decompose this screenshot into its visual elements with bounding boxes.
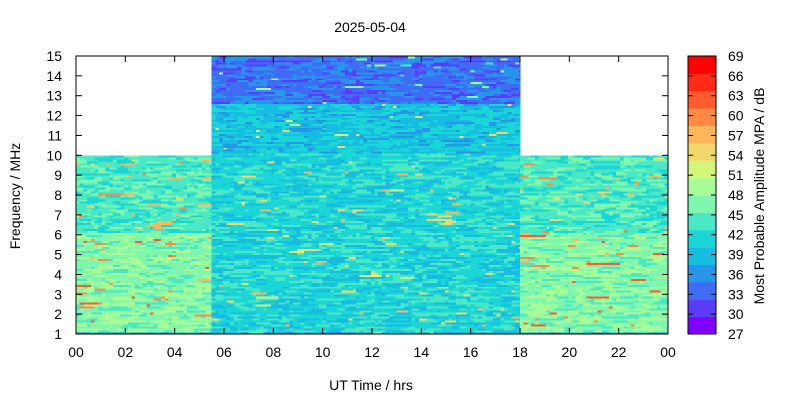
colorbar-tick-label: 57 (728, 127, 744, 143)
x-tick-label: 02 (118, 344, 134, 360)
colorbar-swatch (688, 73, 716, 92)
x-tick-label: 08 (266, 344, 282, 360)
heatmap-block (211, 56, 521, 335)
y-axis-label: Frequency / MHz (7, 143, 23, 250)
colorbar-swatch (688, 90, 716, 109)
x-tick-label: 16 (463, 344, 479, 360)
colorbar-tick-label: 33 (728, 286, 744, 302)
colorbar-tick-label: 45 (728, 207, 744, 223)
y-tick-label: 2 (54, 306, 62, 322)
colorbar-tick-label: 69 (728, 48, 744, 64)
colorbar-tick-label: 51 (728, 167, 744, 183)
y-tick-label: 14 (46, 68, 62, 84)
colorbar-swatch (688, 264, 716, 283)
x-axis: 00 02 04 06 08 10 12 14 16 18 20 22 00 (68, 56, 676, 360)
y-tick-label: 9 (54, 167, 62, 183)
y-tick-label: 8 (54, 187, 62, 203)
y-tick-label: 4 (54, 266, 62, 282)
y-tick-label: 15 (46, 48, 62, 64)
colorbar-tick-label: 60 (728, 108, 744, 124)
x-tick-label: 00 (660, 344, 676, 360)
y-tick-label: 11 (47, 127, 62, 143)
x-tick-label: 04 (167, 344, 183, 360)
x-tick-label: 06 (216, 344, 232, 360)
y-tick-label: 5 (54, 247, 62, 263)
heatmap-plot-area (76, 56, 669, 335)
x-tick-label: 20 (562, 344, 578, 360)
colorbar-swatch (688, 195, 716, 213)
colorbar-swatch (688, 125, 716, 144)
colorbar-swatch (688, 108, 716, 126)
y-tick-label: 12 (46, 108, 62, 124)
x-tick-label: 00 (68, 344, 84, 360)
colorbar-swatch (688, 229, 716, 248)
heatmap-block (520, 155, 669, 335)
y-tick-label: 3 (54, 286, 62, 302)
x-tick-label: 12 (364, 344, 380, 360)
colorbar-tick-label: 48 (728, 187, 744, 203)
x-tick-label: 10 (315, 344, 331, 360)
y-tick-label: 6 (54, 227, 62, 243)
colorbar-swatch (688, 177, 716, 196)
colorbar-tick-label: 66 (728, 68, 744, 84)
colorbar-tick-label: 42 (728, 227, 744, 243)
colorbar-swatch (688, 281, 716, 300)
y-tick-label: 1 (54, 326, 62, 342)
colorbar-tick-label: 27 (728, 326, 744, 342)
colorbar-tick-label: 54 (728, 147, 744, 163)
y-tick-label: 7 (54, 207, 62, 223)
heatmap-block (76, 155, 213, 335)
colorbar-tick-label: 30 (728, 306, 744, 322)
colorbar-swatch (688, 316, 716, 335)
x-tick-label: 22 (611, 344, 627, 360)
colorbar: 69 66 63 60 57 54 51 48 45 42 39 36 33 30 27 (687, 48, 744, 342)
colorbar-swatch (688, 212, 716, 231)
colorbar-swatch (688, 142, 716, 161)
colorbar-tick-label: 39 (728, 247, 744, 263)
x-tick-label: 14 (414, 344, 430, 360)
chart-title: 2025-05-04 (334, 19, 406, 35)
colorbar-swatch (688, 247, 716, 265)
x-axis-label: UT Time / hrs (329, 377, 413, 393)
colorbar-swatch (688, 56, 716, 74)
colorbar-swatch (688, 299, 716, 318)
colorbar-label: Most Probable Amplitude MPA / dB (751, 88, 767, 305)
y-tick-label: 10 (46, 147, 62, 163)
x-tick-label: 18 (512, 344, 528, 360)
y-tick-label: 13 (46, 88, 62, 104)
colorbar-tick-label: 36 (728, 266, 744, 282)
colorbar-tick-label: 63 (728, 88, 744, 104)
colorbar-swatch (688, 160, 716, 179)
